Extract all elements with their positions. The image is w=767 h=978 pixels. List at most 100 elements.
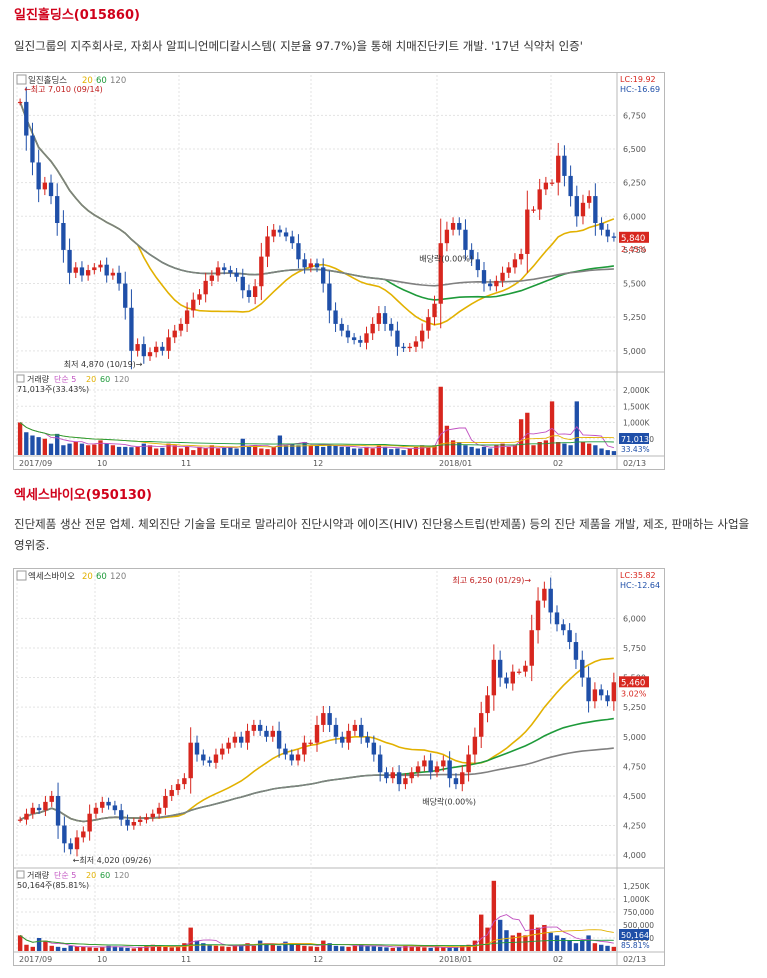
candle-body — [36, 807, 42, 811]
legend-stock-name: 엑세스바이오 — [28, 571, 75, 582]
x-tick-label: 02 — [553, 459, 563, 468]
current-pct-label: 3.02% — [621, 689, 647, 698]
candle-body — [93, 807, 99, 814]
volume-bar — [377, 946, 383, 951]
candle-body — [178, 323, 184, 331]
candle-body — [87, 813, 92, 832]
candle-body — [599, 223, 604, 230]
volume-bar — [100, 946, 105, 951]
volume-bar — [567, 940, 572, 951]
volume-info: 71,013주(33.43%) — [17, 385, 89, 394]
volume-bar — [333, 945, 339, 951]
volume-bar — [382, 446, 388, 455]
volume-tick-label: 1,000K — [623, 895, 650, 904]
candle-body — [463, 229, 468, 250]
volume-bar — [339, 446, 344, 455]
volume-bar — [444, 425, 450, 455]
candle-body — [441, 760, 446, 767]
legend-ma-label: 60 — [96, 572, 107, 582]
candle-body — [265, 236, 270, 257]
volume-bar — [17, 935, 23, 951]
candle-body — [92, 267, 97, 271]
volume-bar — [191, 450, 196, 455]
stock-title[interactable]: 엑세스바이오(950130) — [14, 488, 152, 503]
candle-body — [209, 275, 215, 281]
volume-bar — [110, 445, 116, 455]
stock-chart: 6,0005,7505,5005,2505,0004,7504,5004,250… — [13, 568, 665, 966]
volume-bar — [203, 448, 208, 455]
candle-body — [351, 337, 357, 341]
candle-body — [549, 182, 555, 184]
volume-bar — [265, 449, 270, 455]
price-volume-chart: 6,0005,7505,5005,2505,0004,7504,5004,250… — [14, 569, 664, 965]
candle-body — [116, 272, 122, 284]
price-tick-label: 6,500 — [623, 145, 646, 154]
volume-bar — [264, 943, 269, 951]
candle-body — [314, 263, 320, 268]
low-note: ←최저 4,020 (09/26) — [73, 855, 152, 865]
volume-bar — [605, 450, 610, 455]
candle-body — [24, 813, 29, 820]
candle-body — [62, 825, 67, 844]
candle-body — [535, 600, 541, 631]
candle-body — [228, 270, 233, 273]
volume-bar — [453, 946, 459, 951]
volume-legend-box — [16, 374, 25, 383]
volume-bar — [55, 946, 61, 951]
candle-body — [43, 801, 48, 811]
volume-bar — [137, 946, 143, 951]
volume-bar — [409, 946, 414, 951]
candle-body — [475, 259, 480, 271]
candle-body — [147, 352, 153, 357]
candle-body — [295, 754, 301, 761]
candle-body — [364, 333, 369, 343]
candle-body — [314, 724, 320, 743]
volume-bar — [104, 443, 109, 455]
volume-bar — [61, 445, 66, 455]
volume-bar — [154, 448, 159, 455]
volume-bar — [376, 445, 382, 455]
volume-bar — [98, 440, 103, 455]
volume-bar — [422, 947, 427, 951]
candle-body — [611, 682, 617, 702]
volume-bar — [469, 446, 474, 455]
volume-bar — [156, 946, 162, 951]
candle-body — [457, 223, 462, 230]
volume-legend-ma-label: 120 — [114, 871, 129, 880]
candle-body — [42, 182, 47, 190]
volume-bar — [364, 446, 369, 455]
volume-tick-label: 1,500K — [623, 402, 650, 411]
volume-bar — [426, 446, 431, 455]
low-note: 최저 4,870 (10/19)→ — [64, 359, 143, 369]
volume-bar — [407, 448, 412, 455]
volume-bar — [365, 945, 370, 951]
volume-bar — [314, 445, 320, 455]
volume-bar — [197, 446, 202, 455]
candle-body — [494, 280, 499, 287]
volume-bar — [308, 946, 313, 951]
candle-body — [453, 778, 459, 785]
candle-body — [220, 748, 225, 755]
candle-body — [68, 843, 73, 850]
candle-body — [112, 805, 118, 811]
volume-ma-line-60 — [19, 935, 614, 947]
volume-legend-ma-label: 20 — [86, 871, 96, 880]
volume-bar — [276, 945, 282, 951]
candle-body — [74, 837, 80, 850]
volume-bar — [497, 919, 503, 951]
candle-body — [389, 323, 394, 331]
stock-title[interactable]: 일진홀딩스(015860) — [14, 8, 140, 23]
candle-body — [543, 182, 549, 190]
candle-body — [580, 202, 586, 217]
volume-bar — [556, 442, 561, 455]
volume-bar — [194, 940, 200, 951]
stock-chart: 6,750 6,500 6,250 6,000 5,750 5,500 5,250 5,000… — [13, 72, 665, 470]
volume-bar — [518, 419, 524, 455]
volume-bar — [290, 443, 295, 455]
candle-body — [302, 742, 307, 755]
volume-legend-box — [16, 870, 25, 879]
volume-info: 50,164주(85.81%) — [17, 881, 89, 890]
volume-bar — [67, 443, 72, 455]
candle-body — [529, 630, 534, 666]
candle-body — [79, 267, 85, 276]
